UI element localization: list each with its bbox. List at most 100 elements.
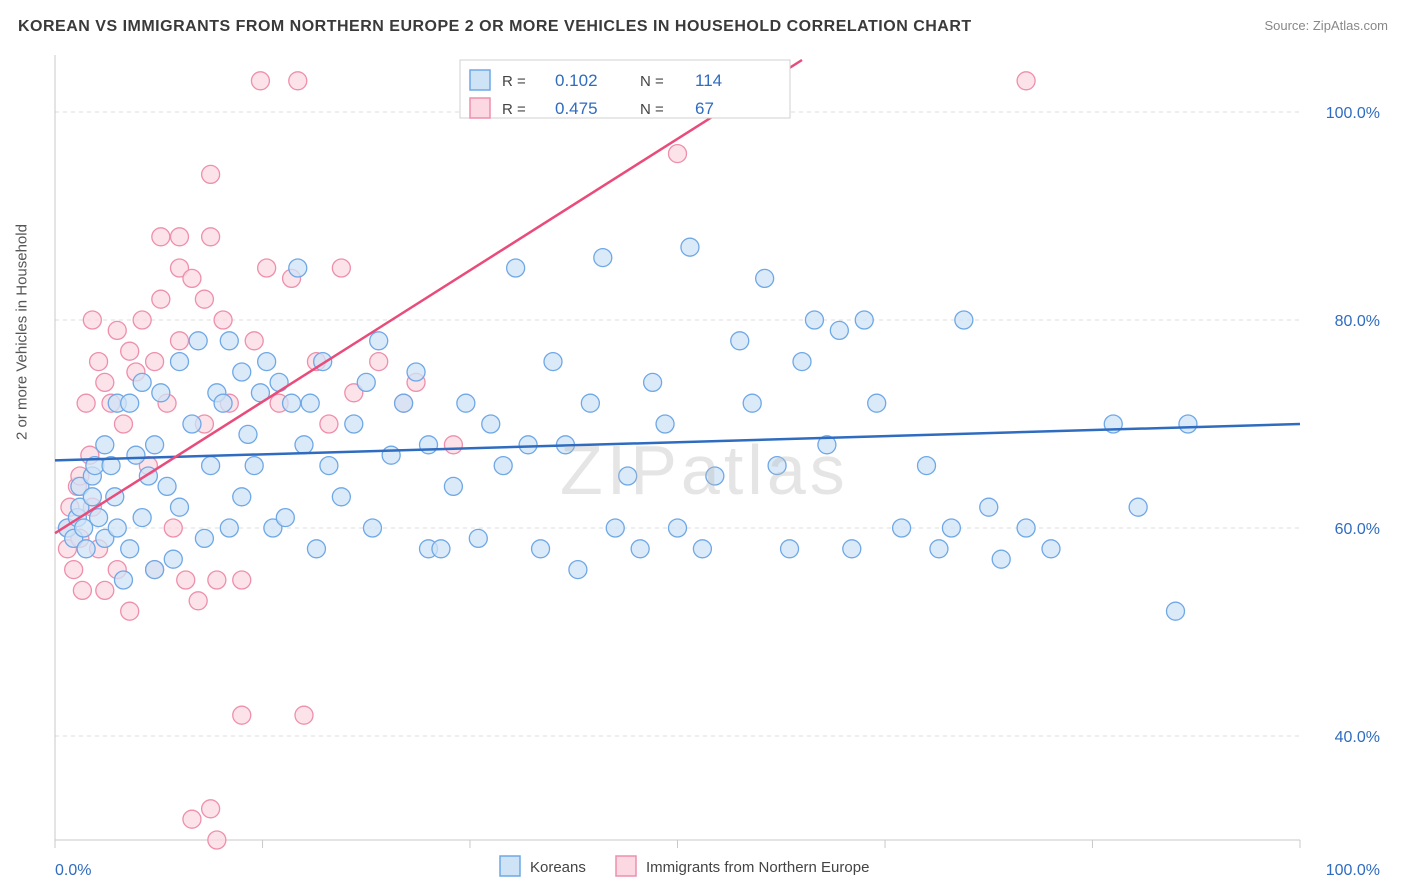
scatter-point: [1017, 72, 1035, 90]
scatter-point: [90, 509, 108, 527]
scatter-point: [289, 259, 307, 277]
bottom-legend-swatch: [616, 856, 636, 876]
scatter-point: [90, 353, 108, 371]
legend-r-value: 0.475: [555, 99, 598, 118]
scatter-point: [693, 540, 711, 558]
scatter-point: [444, 436, 462, 454]
scatter-point: [868, 394, 886, 412]
scatter-point: [482, 415, 500, 433]
scatter-point: [133, 311, 151, 329]
legend-n-value: 67: [695, 99, 714, 118]
scatter-point: [420, 436, 438, 454]
scatter-point: [146, 561, 164, 579]
scatter-point: [202, 457, 220, 475]
scatter-point: [108, 321, 126, 339]
scatter-point: [669, 145, 687, 163]
legend-n-label: N =: [640, 73, 664, 90]
scatter-point: [843, 540, 861, 558]
scatter-point: [307, 540, 325, 558]
scatter-point: [930, 540, 948, 558]
legend-r-label: R =: [502, 101, 526, 118]
scatter-point: [370, 332, 388, 350]
scatter-point: [855, 311, 873, 329]
scatter-point: [656, 415, 674, 433]
bottom-legend-label: Koreans: [530, 859, 586, 876]
scatter-point: [133, 373, 151, 391]
scatter-point: [469, 529, 487, 547]
scatter-point: [245, 457, 263, 475]
scatter-point: [233, 363, 251, 381]
y-tick-label: 40.0%: [1335, 729, 1380, 746]
scatter-point: [171, 228, 189, 246]
scatter-point: [980, 498, 998, 516]
scatter-point: [96, 581, 114, 599]
scatter-point: [793, 353, 811, 371]
scatter-point: [345, 415, 363, 433]
scatter-point: [1179, 415, 1197, 433]
scatter-point: [214, 394, 232, 412]
scatter-point: [295, 436, 313, 454]
source-attribution: Source: ZipAtlas.com: [1264, 18, 1388, 33]
scatter-point: [444, 477, 462, 495]
scatter-point: [276, 509, 294, 527]
scatter-point: [569, 561, 587, 579]
scatter-point: [152, 384, 170, 402]
scatter-point: [370, 353, 388, 371]
scatter-point: [519, 436, 537, 454]
scatter-point: [357, 373, 375, 391]
scatter-point: [532, 540, 550, 558]
scatter-point: [202, 165, 220, 183]
scatter-point: [214, 311, 232, 329]
scatter-point: [233, 706, 251, 724]
scatter-point: [955, 311, 973, 329]
scatter-point: [96, 436, 114, 454]
scatter-point: [177, 571, 195, 589]
legend-n-value: 114: [695, 71, 722, 90]
scatter-point: [133, 509, 151, 527]
scatter-point: [743, 394, 761, 412]
scatter-point: [220, 332, 238, 350]
scatter-point: [83, 488, 101, 506]
scatter-point: [158, 477, 176, 495]
scatter-point: [152, 228, 170, 246]
scatter-point: [127, 446, 145, 464]
scatter-point: [108, 519, 126, 537]
legend-r-label: R =: [502, 73, 526, 90]
scatter-point: [245, 332, 263, 350]
scatter-point: [942, 519, 960, 537]
scatter-point: [1017, 519, 1035, 537]
y-tick-label: 60.0%: [1335, 521, 1380, 538]
scatter-point: [320, 415, 338, 433]
scatter-point: [918, 457, 936, 475]
bottom-legend-label: Immigrants from Northern Europe: [646, 859, 869, 876]
scatter-point: [121, 394, 139, 412]
scatter-point: [208, 831, 226, 849]
scatter-point: [146, 353, 164, 371]
scatter-point: [83, 311, 101, 329]
scatter-point: [146, 436, 164, 454]
scatter-point: [183, 810, 201, 828]
scatter-point: [507, 259, 525, 277]
chart-title: KOREAN VS IMMIGRANTS FROM NORTHERN EUROP…: [18, 18, 972, 36]
scatter-point: [220, 519, 238, 537]
legend-r-value: 0.102: [555, 71, 598, 90]
y-tick-label: 80.0%: [1335, 313, 1380, 330]
scatter-point: [1129, 498, 1147, 516]
scatter-point: [731, 332, 749, 350]
legend-swatch: [470, 98, 490, 118]
scatter-point: [494, 457, 512, 475]
scatter-point: [183, 415, 201, 433]
scatter-point: [233, 571, 251, 589]
scatter-point: [251, 72, 269, 90]
scatter-point: [202, 800, 220, 818]
scatter-point: [606, 519, 624, 537]
scatter-point: [152, 290, 170, 308]
scatter-point: [830, 321, 848, 339]
scatter-point: [332, 488, 350, 506]
scatter-point: [631, 540, 649, 558]
scatter-point: [283, 394, 301, 412]
scatter-point: [756, 269, 774, 287]
scatter-point: [332, 259, 350, 277]
scatter-point: [432, 540, 450, 558]
scatter-point: [171, 498, 189, 516]
